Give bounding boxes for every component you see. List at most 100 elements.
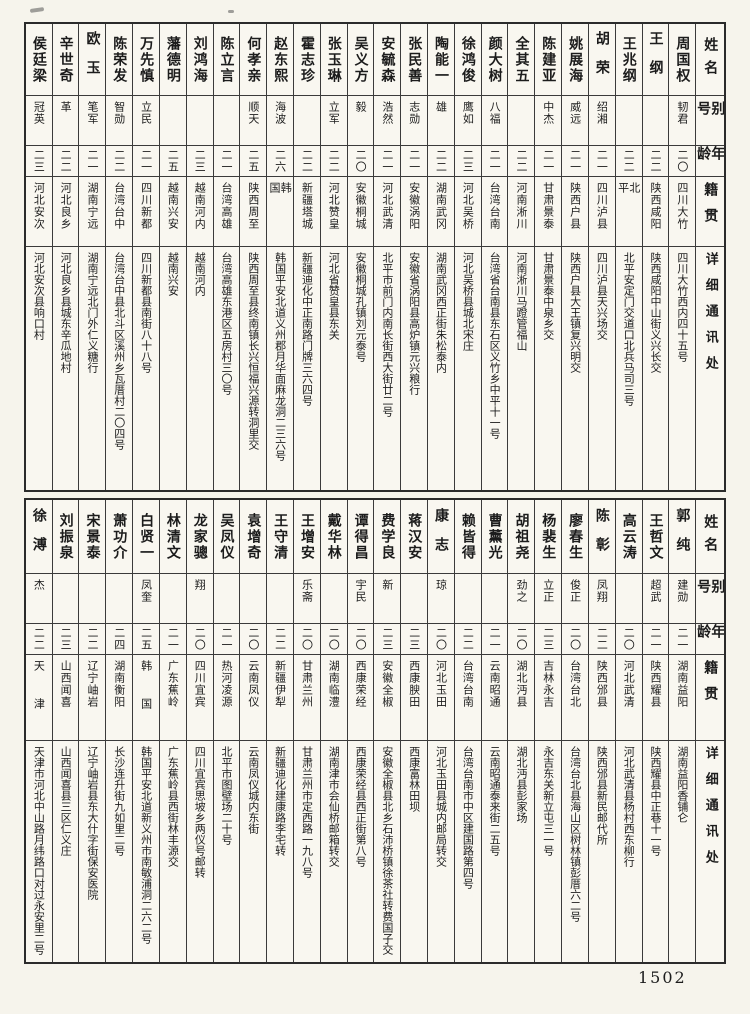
entry-name: 万先慎 [138,35,155,84]
entry-address: 四川宜宾思坡乡两仪号邮转 [193,746,207,878]
entry-name: 吴凤仪 [218,512,235,561]
entry-name: 曹薰光 [486,512,503,561]
entry-address: 西康富林田坝 [407,746,421,812]
entry-name: 龙家骢 [191,512,208,561]
entry-age: 二一 [166,627,180,651]
header-name: 姓名 [702,36,719,83]
entry-name: 陈彰 [593,507,610,566]
entry-origin: 安徽涡阳 [407,182,421,230]
entry-address: 云南昭通泰来街二五号 [488,746,502,856]
entry-age: 二一 [407,149,421,173]
entry-address: 台湾台中县北斗区溪州乡瓦厝村二〇四号 [112,252,126,450]
entry-age: 二〇 [434,627,448,651]
header-alias: 别号 [696,101,724,124]
directory-entry-column: 侯廷梁 冠英 二三 河北安次 河北安次县响口村 [25,24,52,490]
directory-entry-column: 白贤一 凤奎 二五 韩国 韩国平安北道新义州市南敏浦洞二六二号 [132,500,159,962]
entry-address: 河北安次县响口村 [32,252,46,340]
entry-address: 四川大竹西内四十五号 [675,252,689,362]
header-address: 详细通讯处 [702,252,718,382]
header-origin: 籍贯 [702,182,719,234]
entry-alias: 浩然 [380,101,394,125]
directory-entry-column: 徐鸿俊 鹰如 二三 河北吴桥 河北吴桥县城北宋庄 [453,24,481,490]
entry-origin: 新疆塔城 [300,182,314,230]
entry-address: 广东蕉岭县西街林丰源交 [166,746,180,867]
entry-alias: 凤奎 [139,579,153,603]
directory-entry-column: 戴华林 二〇 湖南临澧 湖南津市会仙桥邮箱转交 [319,500,347,962]
entry-origin: 甘肃景泰 [541,182,555,230]
directory-entry-column: 藩德明 二五 越南兴安 越南兴安 [158,24,186,490]
directory-entry-column: 龙家骢 翔 二〇 四川宜宾 四川宜宾思坡乡两仪号邮转 [185,500,213,962]
header-alias: 别号 [696,579,724,602]
entry-name: 王守清 [272,512,289,561]
entry-age: 二一 [220,149,234,173]
directory-entry-column: 杨裴生 立正 二三 吉林永吉 永吉东关新立屯三一号 [534,500,562,962]
entry-name: 徐鸿俊 [459,35,476,84]
entry-name: 张民善 [406,35,423,84]
entry-address: 越南兴安 [166,252,180,296]
entry-origin: 韩国 [139,660,153,736]
entry-origin: 陕西周至 [246,182,260,230]
entry-address: 新疆迪化中正南路门牌三六四号 [300,252,314,406]
entry-address: 台湾台北县海山区树林镇彭厝六二号 [568,746,582,922]
entry-address: 河北省赞皇县东关 [327,252,341,340]
entry-address: 河北良乡县城东辛瓜地村 [59,252,73,373]
entry-age: 二二 [461,627,475,651]
entry-age: 二二 [273,627,287,651]
entry-origin: 湖南临澧 [327,660,341,708]
entry-origin: 甘肃兰州 [300,660,314,708]
directory-entry-column: 费学良 新 二三 安徽全椒 安徽全椒县北乡石沛桥镇徐茶社转费国子交 [373,500,401,962]
entry-origin: 越南兴安 [166,182,180,230]
entry-origin: 湖南武冈 [434,182,448,230]
entry-age: 二二 [32,627,46,651]
entry-name: 陈立言 [218,35,235,84]
entry-address: 韩国平安北道新义州市南敏浦洞二六二号 [139,746,153,944]
entry-name: 廖春生 [567,512,584,561]
entry-address: 湖南武冈西正街朱松泰内 [434,252,448,373]
entry-age: 二二 [300,149,314,173]
entry-address: 湖南益阳香铺仑 [675,746,689,823]
entry-name: 胡祖尧 [513,512,530,561]
entry-alias: 海波 [273,101,287,125]
entry-origin: 河南淅川 [514,182,528,230]
entry-alias: 中杰 [541,101,555,125]
entry-address: 北平市前门内南长街西大街廿二号 [380,252,394,417]
entry-origin: 陕西户县 [568,182,582,230]
entry-age: 二二 [622,149,636,173]
table-header-column: 姓名 别号 年龄 籍贯 详细通讯处 [695,24,724,490]
entry-address: 安徽省涡阳县高炉镇元兴粮行 [407,252,421,395]
directory-entry-column: 吴凤仪 二一 热河凌源 北平市图壁场二十号 [212,500,240,962]
entry-name: 王兆纲 [620,35,637,84]
directory-entry-column: 胡荣 绍湘 二一 四川泸县 四川泸县天兴场交 [587,24,615,490]
entry-origin: 河北安次 [32,182,46,230]
entry-address: 陕西户县大王镇复兴明交 [568,252,582,373]
entry-name: 赵东熙 [272,35,289,84]
entry-origin: 北平 [616,182,641,220]
entry-age: 二一 [541,149,555,173]
entry-name: 戴华林 [325,512,342,561]
entry-alias: 革 [59,101,73,113]
entry-age: 二一 [675,627,689,651]
entry-age: 二三 [541,627,555,651]
entry-origin: 湖南益阳 [675,660,689,708]
entry-origin: 西康腴田 [407,660,421,708]
directory-entry-column: 康志 琼 二〇 河北玉田 河北玉田县城内邮局转交 [427,500,454,962]
entry-address: 甘肃景泰中泉乡交 [541,252,555,340]
entry-alias: 毅 [354,101,368,113]
entry-age: 二三 [59,627,73,651]
entry-age: 二二 [514,149,528,173]
directory-entry-column: 郭纯 建勋 二一 湖南益阳 湖南益阳香铺仑 [668,500,696,962]
entry-age: 二二 [327,149,341,173]
directory-entry-column: 张民善 志勋 二一 安徽涡阳 安徽省涡阳县高炉镇元兴粮行 [400,24,427,490]
directory-entry-column: 陈荣发 智勋 二二 台湾台中 台湾台中县北斗区溪州乡瓦厝村二〇四号 [105,24,133,490]
entry-address: 山西闻喜县三区仁义庄 [59,746,73,856]
entry-origin: 云南凤仪 [246,660,260,708]
entry-name: 刘鸿海 [191,35,208,84]
entry-origin: 越南河内 [193,182,207,230]
entry-origin: 湖北沔县 [514,660,528,708]
entry-name: 杨裴生 [540,512,557,561]
entry-name: 陈建亚 [540,35,557,84]
entry-name: 刘振泉 [57,512,74,561]
entry-alias: 立军 [327,101,341,125]
entry-alias: 乐斋 [300,579,314,603]
entry-origin: 台湾台南 [488,182,502,230]
